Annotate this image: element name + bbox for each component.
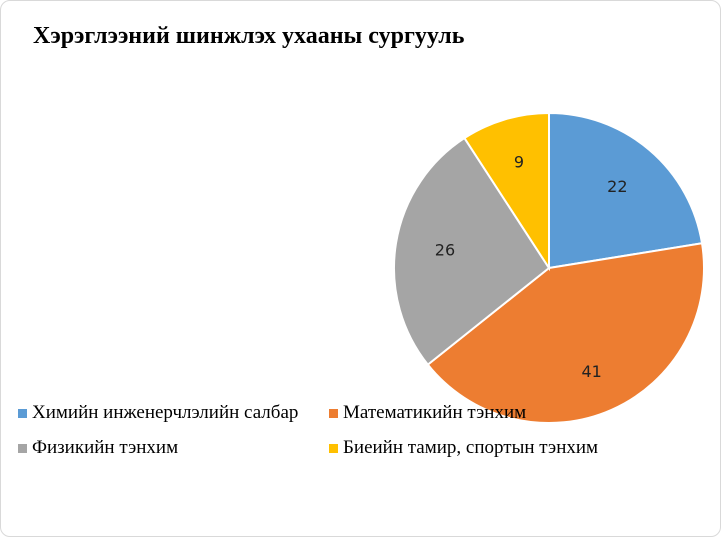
legend-swatch: [18, 443, 27, 453]
legend-label: Биеийн тамир, спортын тэнхим: [343, 437, 599, 458]
legend-swatch: [329, 443, 338, 453]
legend-swatch: [329, 408, 338, 418]
legend-item-chemical-engineering: Химийн инженерчлэлийн салбар: [18, 401, 298, 425]
legend-swatch: [18, 408, 27, 418]
chart-title: Хэрэглээний шинжлэх ухааны сургууль: [33, 23, 465, 49]
data-label-mathematics: 41: [581, 362, 601, 381]
legend-item-physics: Физикийн тэнхим: [18, 436, 178, 460]
pie-slice-chemical-engineering: [548, 111, 704, 270]
pie-slice-physical-education: [463, 111, 550, 272]
chart-legend: Химийн инженерчлэлийн салбар Математикий…: [18, 401, 708, 471]
pie-slice-mathematics: [426, 242, 705, 424]
legend-label: Физикийн тэнхим: [32, 437, 179, 458]
legend-item-physical-education: Биеийн тамир, спортын тэнхим: [329, 436, 598, 460]
data-label-physical-education: 9: [514, 152, 524, 171]
legend-label: Математикийн тэнхим: [343, 402, 527, 423]
pie-data-labels: 22 41 26 9: [435, 152, 628, 380]
data-label-physics: 26: [435, 241, 455, 260]
pie-slices: [393, 111, 705, 424]
legend-item-mathematics: Математикийн тэнхим: [329, 401, 526, 425]
pie-slice-physics: [393, 136, 551, 367]
data-label-chemical-engineering: 22: [607, 177, 627, 196]
legend-label: Химийн инженерчлэлийн салбар: [32, 402, 299, 423]
